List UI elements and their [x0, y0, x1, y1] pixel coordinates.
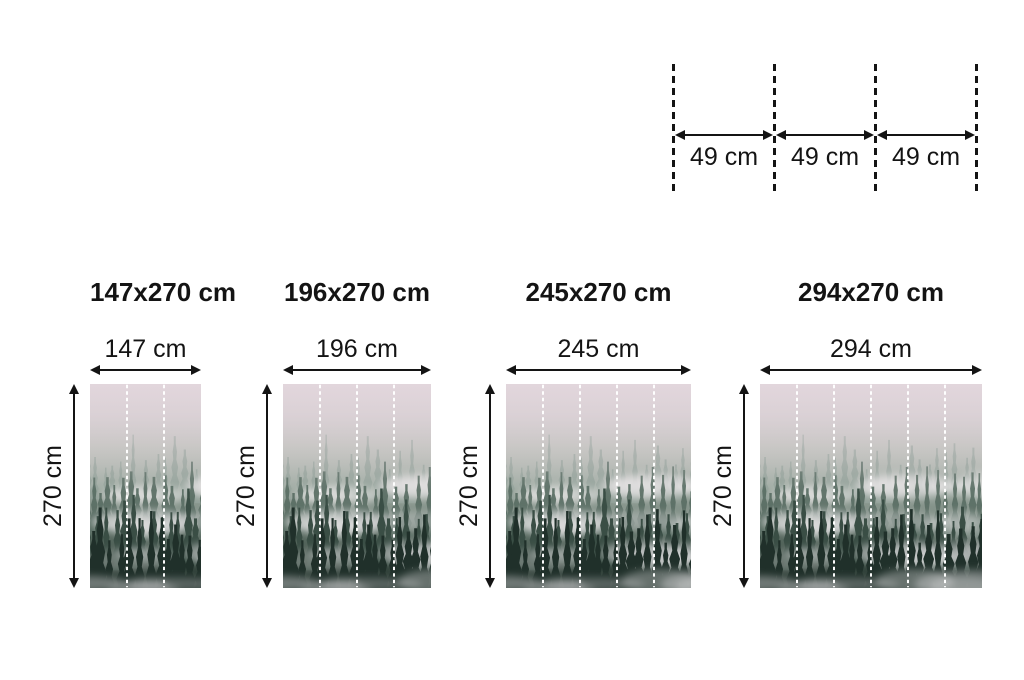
- variant-title: 147x270 cm: [90, 277, 237, 307]
- variant-title: 196x270 cm: [283, 277, 431, 307]
- height-dimension: 270 cm: [709, 384, 760, 588]
- width-dimension-label: 245 cm: [557, 335, 640, 363]
- arrow-head-up-icon: [262, 384, 272, 394]
- width-dimension-arrow: [90, 364, 201, 376]
- panel-boundary-line: [672, 64, 675, 196]
- wallpaper-preview-image: [760, 384, 982, 588]
- arrow-head-left-icon: [283, 365, 293, 375]
- arrow-head-down-icon: [69, 578, 79, 588]
- arrow-head-left-icon: [760, 365, 770, 375]
- width-dimension-arrow: [506, 364, 691, 376]
- arrow-head-left-icon: [877, 130, 887, 140]
- arrow-head-right-icon: [965, 130, 975, 140]
- panel-segment: 49 cm: [877, 129, 975, 171]
- arrow-head-up-icon: [69, 384, 79, 394]
- arrow-line: [766, 369, 976, 371]
- variant-body: 270 cm: [455, 384, 691, 588]
- size-variants-row: 147x270 cm 147 cm 270 cm: [39, 277, 982, 588]
- size-variant-147x270: 147x270 cm 147 cm 270 cm: [39, 277, 237, 588]
- panel-segment: 49 cm: [675, 129, 773, 171]
- panel-boundary-line: [975, 64, 978, 196]
- arrow-line: [266, 390, 268, 582]
- height-dimension-arrow: [261, 384, 273, 588]
- size-variant-294x270: 294x270 cm 294 cm 270 cm: [709, 277, 982, 588]
- arrow-line: [73, 390, 75, 582]
- height-dimension-label: 270 cm: [455, 445, 483, 527]
- wallpaper-preview-image: [283, 384, 431, 588]
- arrow-line: [782, 134, 868, 136]
- variant-title: 294x270 cm: [797, 277, 945, 307]
- width-dimension-arrow: [283, 364, 431, 376]
- variant-title: 245x270 cm: [525, 277, 672, 307]
- height-dimension-label: 270 cm: [709, 445, 737, 527]
- arrow-head-left-icon: [506, 365, 516, 375]
- width-dimension-label: 294 cm: [830, 335, 912, 363]
- width-dimension-label: 147 cm: [104, 335, 187, 363]
- arrow-head-down-icon: [739, 578, 749, 588]
- height-dimension-arrow: [68, 384, 80, 588]
- variant-body: 270 cm: [232, 384, 431, 588]
- height-dimension: 270 cm: [455, 384, 506, 588]
- height-dimension-arrow: [484, 384, 496, 588]
- arrow-head-down-icon: [262, 578, 272, 588]
- arrow-head-right-icon: [864, 130, 874, 140]
- height-dimension: 270 cm: [232, 384, 283, 588]
- variant-body: 270 cm: [39, 384, 201, 588]
- arrow-line: [512, 369, 685, 371]
- arrow-head-right-icon: [421, 365, 431, 375]
- arrow-line: [883, 134, 969, 136]
- arrow-head-right-icon: [681, 365, 691, 375]
- height-dimension: 270 cm: [39, 384, 90, 588]
- arrow-line: [96, 369, 195, 371]
- wallpaper-preview-image: [506, 384, 691, 588]
- panel-boundary-line: [874, 64, 877, 196]
- panel-width-arrow: [675, 129, 773, 141]
- height-dimension-label: 270 cm: [232, 445, 260, 527]
- variant-body: 270 cm: [709, 384, 982, 588]
- panel-width-label: 49 cm: [891, 143, 961, 171]
- arrow-line: [289, 369, 425, 371]
- arrow-head-right-icon: [972, 365, 982, 375]
- arrow-head-right-icon: [191, 365, 201, 375]
- panel-width-label: 49 cm: [689, 143, 759, 171]
- arrow-head-left-icon: [675, 130, 685, 140]
- panel-width-arrow: [877, 129, 975, 141]
- panel-width-diagram: 49 cm 49 cm 49 cm: [672, 64, 978, 196]
- arrow-line: [489, 390, 491, 582]
- height-dimension-label: 270 cm: [39, 445, 67, 527]
- panel-width-arrow: [776, 129, 874, 141]
- arrow-head-right-icon: [763, 130, 773, 140]
- arrow-head-down-icon: [485, 578, 495, 588]
- arrow-head-left-icon: [776, 130, 786, 140]
- wallpaper-preview-image: [90, 384, 201, 588]
- arrow-head-left-icon: [90, 365, 100, 375]
- arrow-line: [681, 134, 767, 136]
- arrow-line: [743, 390, 745, 582]
- arrow-head-up-icon: [739, 384, 749, 394]
- panel-boundary-line: [773, 64, 776, 196]
- panel-segment: 49 cm: [776, 129, 874, 171]
- size-variant-245x270: 245x270 cm 245 cm 270 cm: [455, 277, 691, 588]
- width-dimension-label: 196 cm: [316, 335, 398, 363]
- arrow-head-up-icon: [485, 384, 495, 394]
- size-variant-196x270: 196x270 cm 196 cm 270 cm: [232, 277, 431, 588]
- panel-width-label: 49 cm: [790, 143, 860, 171]
- width-dimension-arrow: [760, 364, 982, 376]
- height-dimension-arrow: [738, 384, 750, 588]
